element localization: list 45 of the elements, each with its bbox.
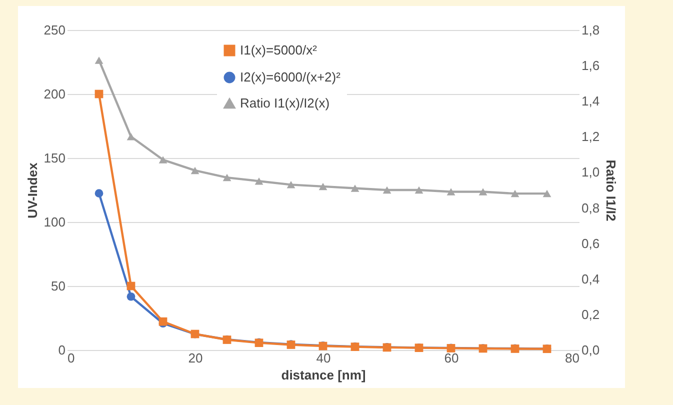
y2-tick-label: 1,0	[582, 164, 600, 180]
legend-label: I1(x)=5000/x²	[240, 42, 318, 58]
legend-label: I2(x)=6000/(x+2)²	[240, 70, 342, 84]
point	[126, 133, 136, 140]
y-axis-title: UV-Index	[24, 162, 40, 218]
legend-label: Ratio I1(x)/I2(x)	[240, 96, 330, 110]
x-axis-title: distance [nm]	[281, 368, 366, 382]
y-tick-label: 50	[51, 278, 66, 294]
point	[350, 184, 360, 192]
point	[254, 177, 264, 185]
point	[94, 189, 104, 198]
point	[382, 186, 392, 194]
y2-tick-label: 1,6	[582, 58, 600, 74]
point	[158, 156, 168, 164]
point	[126, 282, 136, 290]
x-tick-label: 40	[316, 350, 331, 366]
point	[222, 174, 232, 182]
y2-tick-label: 0,8	[582, 200, 600, 216]
y-tick-label: 150	[44, 150, 66, 166]
point	[510, 190, 520, 198]
point	[126, 292, 136, 301]
point	[94, 90, 104, 98]
point	[478, 188, 488, 196]
point	[190, 166, 200, 174]
y2-tick-label: 0,6	[582, 236, 600, 251]
y2-axis-title: Ratio I1/I2	[604, 160, 619, 222]
point	[542, 190, 552, 198]
point	[446, 188, 456, 196]
y2-tick-label: 0,0	[582, 342, 600, 358]
x-tick-label: 0	[68, 350, 75, 366]
point	[94, 56, 104, 64]
x-tick-label: 80	[565, 350, 580, 366]
y2-tick-label: 1,4	[582, 94, 600, 109]
point	[286, 181, 296, 188]
point	[318, 182, 328, 190]
y-tick-label: 200	[44, 86, 66, 102]
y2-tick-label: 0,4	[582, 271, 600, 286]
y-tick-label: 250	[44, 22, 66, 38]
point	[414, 186, 424, 194]
y2-tick-label: 1,8	[582, 22, 600, 38]
y-tick-label: 100	[44, 214, 66, 230]
y2-tick-label: 1,2	[582, 129, 600, 144]
y2-tick-label: 0,2	[582, 306, 600, 322]
x-tick-label: 60	[444, 350, 459, 366]
x-tick-label: 20	[188, 350, 203, 366]
